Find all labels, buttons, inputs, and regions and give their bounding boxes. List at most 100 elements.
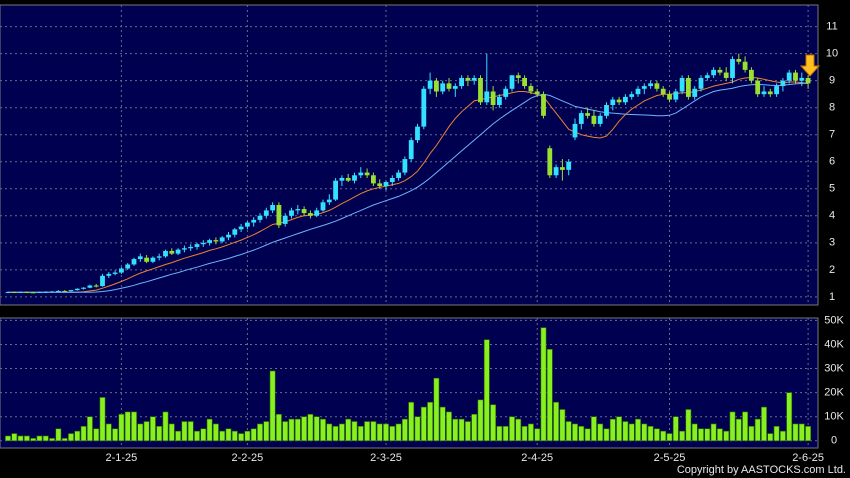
candle-body (459, 77, 464, 87)
candle-body (188, 246, 194, 249)
volume-bar (641, 423, 648, 442)
volume-bar (162, 411, 169, 442)
volume-bar (483, 339, 490, 442)
candle-body (786, 72, 792, 81)
candle-body (339, 177, 345, 181)
candle-body (175, 249, 181, 254)
volume-bar (23, 435, 30, 442)
volume-bar (679, 430, 685, 442)
candle-body (560, 167, 565, 170)
volume-bar (42, 435, 49, 442)
volume-bar (754, 418, 761, 442)
volume-bar (515, 418, 522, 442)
volume-bar (55, 428, 62, 442)
candle-body (169, 250, 175, 254)
candle-body (427, 80, 433, 89)
candle-body (131, 259, 137, 265)
volume-bar (427, 401, 433, 442)
volume-bar (502, 426, 509, 442)
candle-body (679, 77, 685, 92)
candle-body (150, 257, 156, 262)
volume-bar (540, 327, 547, 442)
candle-body (471, 77, 477, 81)
volume-bar (93, 428, 100, 442)
candle-body (213, 240, 219, 242)
volume-bar (364, 421, 370, 442)
volume-bar (723, 430, 730, 442)
volume-bar (408, 401, 415, 442)
candle-body (100, 275, 105, 287)
volume-bar (338, 423, 345, 442)
y-tick-label: 11 (826, 21, 837, 33)
candle-body (371, 175, 376, 184)
volume-bar (250, 428, 257, 442)
volume-bar (420, 406, 427, 442)
volume-bar (773, 426, 780, 442)
candle-body (308, 213, 313, 216)
plot-layer: 1 2 3 4 5 6 7 8 9 10 11 0 10K 20K 30K 40K 50K 2-1-25 2-2-2… (0, 5, 844, 464)
candle-body (799, 77, 805, 81)
candle-body (251, 219, 257, 223)
y-tick-label: 6 (829, 156, 835, 168)
volume-bar (509, 416, 515, 442)
candle-body (767, 91, 773, 95)
volume-bar (301, 416, 307, 442)
candle-body (282, 215, 288, 224)
volume-bar (206, 418, 213, 442)
candle-body (698, 77, 704, 89)
volume-bar (672, 416, 679, 442)
volume-bar (370, 421, 377, 442)
volume-bar (798, 423, 805, 442)
candle-body (780, 80, 786, 87)
candle-body (364, 172, 370, 176)
volume-bar (786, 392, 793, 442)
candle-body (43, 291, 49, 293)
candle-body (578, 113, 584, 124)
candle-body (156, 256, 162, 258)
candle-body (503, 88, 509, 97)
volume-bar (458, 418, 465, 442)
volume-bar (710, 423, 717, 442)
volume-bar (439, 406, 446, 442)
volume-bar (351, 421, 358, 442)
x-tick-label: 2-5-25 (654, 452, 686, 464)
volume-bar (464, 421, 471, 442)
volume-bar (559, 409, 566, 442)
volume-bar (124, 411, 131, 442)
volume-bar (805, 426, 811, 442)
candle-body (200, 242, 206, 245)
volume-bar (685, 409, 692, 442)
candle-body (629, 94, 635, 97)
candle-body (238, 226, 244, 230)
volume-bar (534, 428, 541, 442)
candle-body (276, 205, 282, 226)
candle-body (402, 159, 408, 173)
candle-body (465, 77, 471, 81)
volume-bar (395, 423, 402, 442)
candle-body (654, 83, 660, 89)
candle-body (207, 240, 212, 243)
candle-body (333, 180, 338, 200)
volume-bar (609, 418, 616, 442)
volume-bar (200, 428, 207, 442)
candle-body (446, 83, 452, 89)
candle-body (591, 115, 597, 124)
y-tick-label: 2 (829, 264, 835, 276)
candle-body (377, 183, 383, 187)
candle-body (755, 80, 761, 95)
candle-body (383, 182, 389, 187)
candle-body (534, 91, 540, 95)
volume-bar (546, 348, 553, 442)
y-tick-label: 0 (831, 435, 837, 447)
y-tick-label: 50K (824, 314, 844, 326)
volume-bar (49, 438, 55, 442)
volume-bar (647, 426, 654, 442)
volume-bar (597, 423, 604, 442)
candle-body (572, 123, 578, 138)
y-tick-label: 30K (824, 362, 844, 374)
candle-body (749, 69, 754, 81)
volume-bar (105, 423, 112, 442)
candle-body (623, 96, 628, 103)
x-tick-label: 2-3-25 (370, 452, 402, 464)
candle-body (112, 272, 118, 274)
